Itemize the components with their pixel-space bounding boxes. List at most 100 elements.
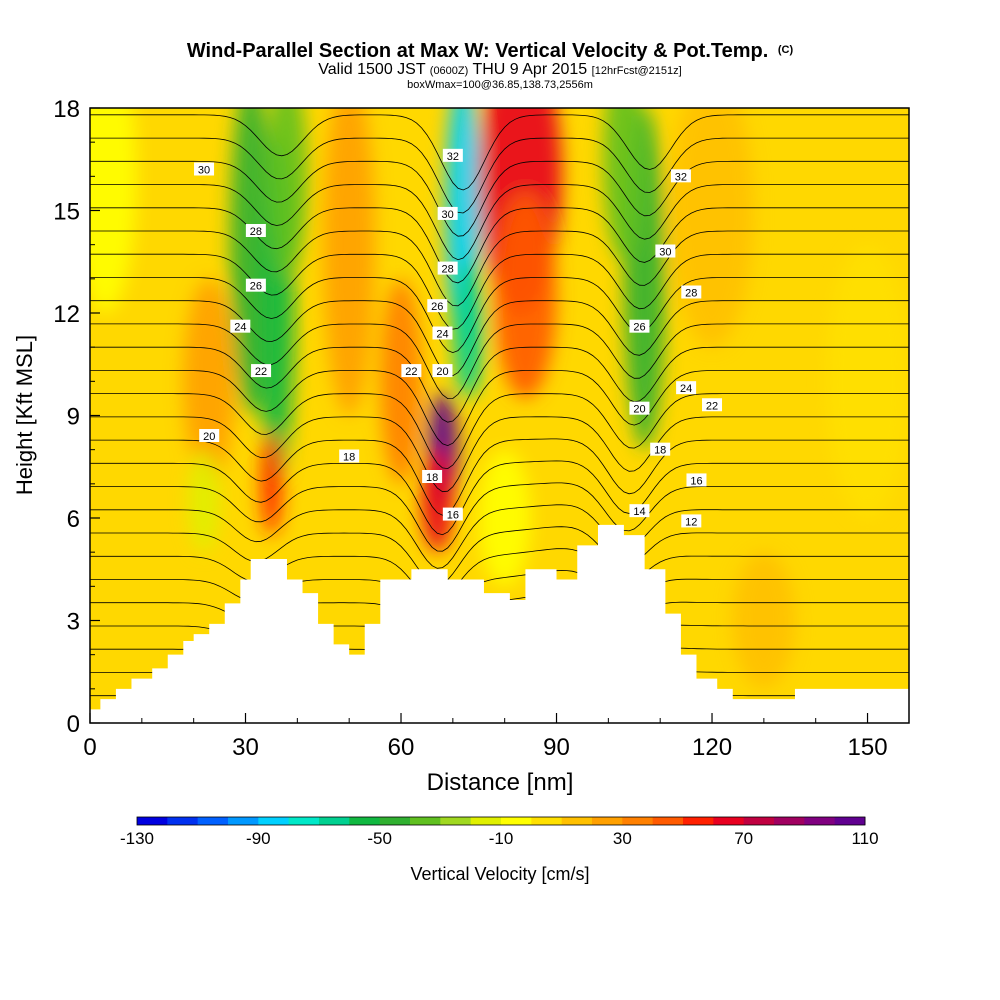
theta-label: 16 [686, 473, 707, 487]
colorbar-tick-label: -90 [246, 829, 271, 848]
colorbar-label: Vertical Velocity [cm/s] [410, 864, 589, 884]
theta-label-text: 18 [654, 445, 666, 457]
theta-label: 26 [629, 319, 650, 334]
theta-label-text: 22 [405, 366, 417, 378]
theta-label-text: 28 [442, 264, 454, 276]
velocity-cell [478, 449, 531, 587]
theta-label-text: 12 [685, 516, 697, 528]
chart-subtitle: Valid 1500 JST (0600Z) THU 9 Apr 2015 [1… [318, 61, 681, 78]
theta-label-bg [422, 470, 443, 483]
theta-label-bg [629, 319, 650, 333]
colorbar-segment [501, 817, 532, 825]
colorbar-segment [470, 817, 502, 825]
theta-contour-line [90, 323, 909, 400]
theta-label-bg [676, 381, 697, 395]
theta-contour-line [90, 438, 909, 516]
colorbar-segment [561, 817, 593, 825]
colorbar-tick-label: 30 [613, 829, 632, 848]
theta-label: 22 [702, 398, 723, 412]
theta-contour-line [90, 504, 909, 569]
chart-title-text: Wind-Parallel Section at Max W: Vertical… [187, 40, 768, 62]
theta-label-bg [251, 364, 272, 378]
theta-label-bg [686, 473, 707, 487]
theta-label: 28 [437, 261, 458, 276]
theta-contour-line [90, 570, 909, 620]
theta-label: 22 [401, 364, 422, 378]
x-tick-label: 120 [692, 734, 732, 761]
x-tick-label: 150 [848, 734, 888, 761]
colorbar-tick-label: -130 [120, 829, 154, 848]
theta-label: 20 [199, 429, 220, 443]
theta-label-bg [629, 401, 650, 415]
subtitle-zulu: (0600Z) [430, 65, 469, 77]
theta-label: 18 [339, 449, 360, 464]
theta-label-bg [670, 169, 691, 183]
x-tick-label: 0 [83, 734, 96, 761]
velocity-cell [603, 108, 645, 262]
theta-label: 22 [251, 364, 272, 378]
theta-label: 28 [681, 285, 702, 300]
subtitle-valid: Valid 1500 JST [318, 61, 426, 78]
theta-label: 28 [245, 224, 266, 238]
theta-label: 18 [422, 470, 443, 484]
theta-label-bg [199, 429, 220, 442]
theta-label: 24 [432, 326, 453, 341]
theta-label-bg [629, 504, 650, 518]
y-tick-label: 18 [53, 96, 80, 123]
theta-label-bg [427, 299, 448, 313]
theta-label-bg [681, 285, 702, 299]
velocity-cell [732, 552, 795, 689]
theta-label-text: 24 [436, 329, 448, 341]
velocity-cell [90, 108, 137, 313]
theta-label-bg [401, 364, 422, 378]
theta-label-bg [432, 364, 453, 378]
y-tick-label: 12 [53, 301, 80, 328]
theta-label-bg [437, 261, 458, 275]
theta-label-text: 28 [250, 226, 262, 238]
theta-label-text: 20 [203, 431, 215, 443]
theta-contour-line [90, 482, 909, 552]
theta-label-bg [432, 326, 453, 340]
theta-label-text: 16 [690, 475, 702, 487]
theta-label: 24 [230, 319, 251, 334]
y-tick-label: 3 [67, 609, 80, 636]
y-tick-label: 9 [67, 404, 80, 431]
theta-label-text: 16 [447, 510, 459, 522]
theta-label-text: 20 [633, 404, 645, 416]
theta-contours [90, 114, 909, 704]
velocity-cell [183, 278, 236, 484]
theta-contour-line [90, 416, 909, 493]
colorbar-segment [410, 817, 441, 825]
theta-label: 12 [681, 514, 702, 528]
theta-label-text: 30 [198, 165, 210, 177]
velocity-cell [188, 449, 220, 553]
y-tick-label: 6 [67, 506, 80, 533]
velocity-cell [421, 449, 453, 553]
theta-label-text: 30 [659, 247, 671, 259]
box-info: boxWmax=100@36.85,138.73,2556m [407, 79, 593, 91]
theta-label-bg [442, 507, 463, 521]
theta-label: 20 [432, 364, 453, 378]
x-axis-label: Distance [nm] [427, 769, 574, 796]
colorbar-segment [228, 817, 259, 825]
colorbar-ticks: -130 -90 -50 -10 30 70 110 [120, 829, 879, 848]
subtitle-date: THU 9 Apr 2015 [472, 61, 587, 78]
x-axis: 0 30 60 90 120 150 [83, 713, 888, 761]
colorbar-tick-label: 70 [734, 829, 753, 848]
colorbar-segment [774, 817, 805, 825]
velocity-cell [380, 278, 422, 484]
colorbar-tick-label: -50 [367, 829, 392, 848]
colorbar-segment [834, 817, 866, 825]
theta-label: 14 [629, 504, 650, 518]
colorbar-segment [197, 817, 229, 825]
colorbar-segment [137, 817, 168, 825]
theta-label-bg [655, 244, 676, 258]
terrain-mask [90, 524, 909, 723]
velocity-cell [452, 261, 484, 399]
subtitle-forecast: [12hrFcst@2151z] [592, 65, 682, 77]
theta-contour-line [90, 370, 909, 447]
theta-contour-line [90, 526, 909, 586]
theta-label: 32 [670, 169, 691, 183]
theta-label-bg [245, 224, 266, 237]
theta-contour-line [90, 393, 909, 470]
